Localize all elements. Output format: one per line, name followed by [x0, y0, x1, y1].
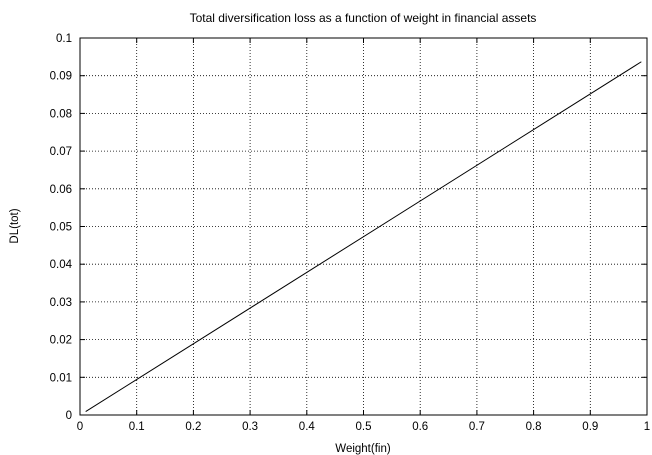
y-tick-label: 0 [66, 410, 72, 422]
chart-title: Total diversification loss as a function… [190, 11, 537, 25]
x-axis-label: Weight(fin) [335, 443, 391, 455]
x-tick-label: 0 [77, 421, 83, 433]
y-tick-label: 0.05 [50, 222, 72, 234]
axis-ticks [80, 38, 647, 415]
x-tick-labels: 0 0.1 0.2 0.3 0.4 0.5 0.6 0.7 0.8 0.9 1 [77, 421, 650, 433]
y-axis-label: DL(tot) [9, 208, 21, 243]
x-tick-label: 0.8 [526, 421, 542, 433]
y-tick-label: 0.07 [50, 146, 72, 158]
y-tick-label: 0.06 [50, 184, 72, 196]
y-tick-labels: 0 0.01 0.02 0.03 0.04 0.05 0.06 0.07 0.08 0.09 0.1 [50, 33, 73, 422]
x-tick-label: 1 [644, 421, 650, 433]
y-tick-label: 0.02 [50, 335, 72, 347]
x-tick-label: 0.2 [185, 421, 201, 433]
x-tick-label: 0.5 [356, 421, 372, 433]
x-tick-label: 0.4 [299, 421, 316, 433]
y-tick-label: 0.08 [50, 108, 72, 120]
x-tick-label: 0.7 [469, 421, 485, 433]
y-tick-label: 0.09 [50, 71, 72, 83]
y-tick-label: 0.04 [50, 259, 73, 271]
plot-frame [80, 38, 647, 415]
x-tick-label: 0.1 [129, 421, 145, 433]
y-tick-label: 0.01 [50, 372, 72, 384]
x-tick-label: 0.6 [412, 421, 428, 433]
y-tick-label: 0.1 [56, 33, 72, 45]
x-tick-label: 0.3 [242, 421, 258, 433]
x-tick-label: 0.9 [582, 421, 598, 433]
y-tick-label: 0.03 [50, 297, 72, 309]
grid-lines [80, 38, 647, 415]
